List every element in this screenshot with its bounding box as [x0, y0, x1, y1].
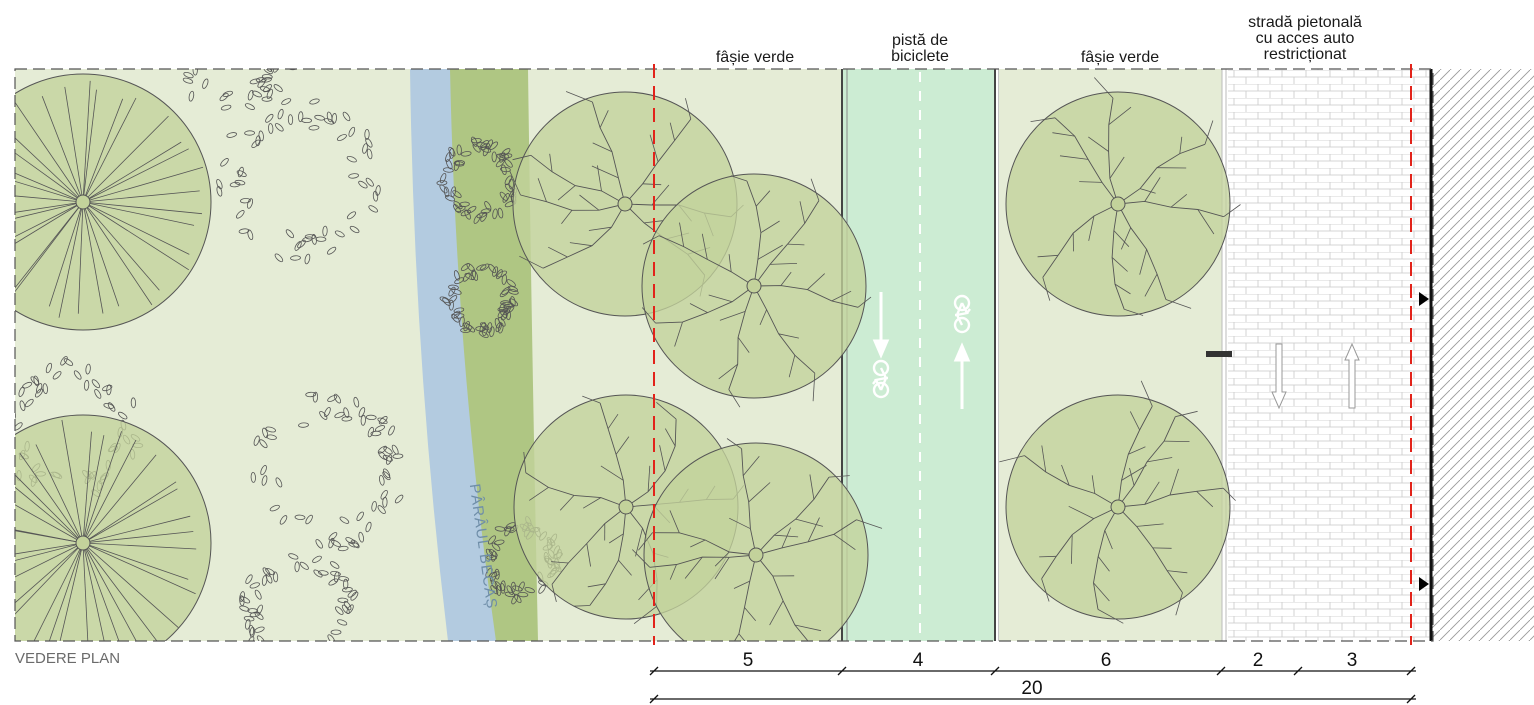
dimension-total: 20 — [1021, 678, 1043, 699]
shrub-clusters — [15, 69, 563, 641]
view-caption: VEDERE PLAN — [15, 650, 121, 667]
direction-marker-icon — [1419, 577, 1429, 591]
dimension-lines — [649, 666, 1416, 704]
label-green-strip-1: fâșie verde — [715, 49, 795, 66]
dimension-segment-3: 6 — [1100, 650, 1112, 671]
tree-canopy — [641, 173, 872, 408]
tree-canopy — [999, 380, 1236, 624]
tree-canopy — [15, 414, 212, 641]
arrow-down-icon — [872, 292, 890, 359]
direction-marker-icon — [1419, 292, 1429, 306]
tree-canopy — [632, 438, 883, 641]
site-boundary — [14, 68, 1434, 642]
dimension-segment-1: 5 — [742, 650, 754, 671]
label-green-strip-2: fâșie verde — [1080, 49, 1160, 66]
arrow-up-icon — [1344, 342, 1360, 409]
dimension-segment-2: 4 — [912, 650, 924, 671]
tree-canopy — [1005, 77, 1241, 317]
label-bike-lane: pistă de biciclete — [891, 32, 949, 65]
street-paving — [1228, 69, 1430, 641]
dimension-segment-4: 2 — [1252, 650, 1264, 671]
hatched-zone — [1432, 69, 1534, 641]
tree-canopy — [15, 73, 212, 331]
arrow-up-icon — [953, 342, 971, 409]
stream-water — [410, 69, 496, 641]
tree-canopies — [15, 73, 1241, 641]
bicycle-icon — [872, 359, 890, 399]
dimension-segment-5: 3 — [1346, 650, 1358, 671]
arrow-down-icon — [1271, 343, 1287, 410]
bicycle-icon — [953, 294, 971, 334]
bollard — [1206, 351, 1232, 357]
label-street: stradă pietonală cu acces auto restricțion… — [1248, 14, 1362, 63]
